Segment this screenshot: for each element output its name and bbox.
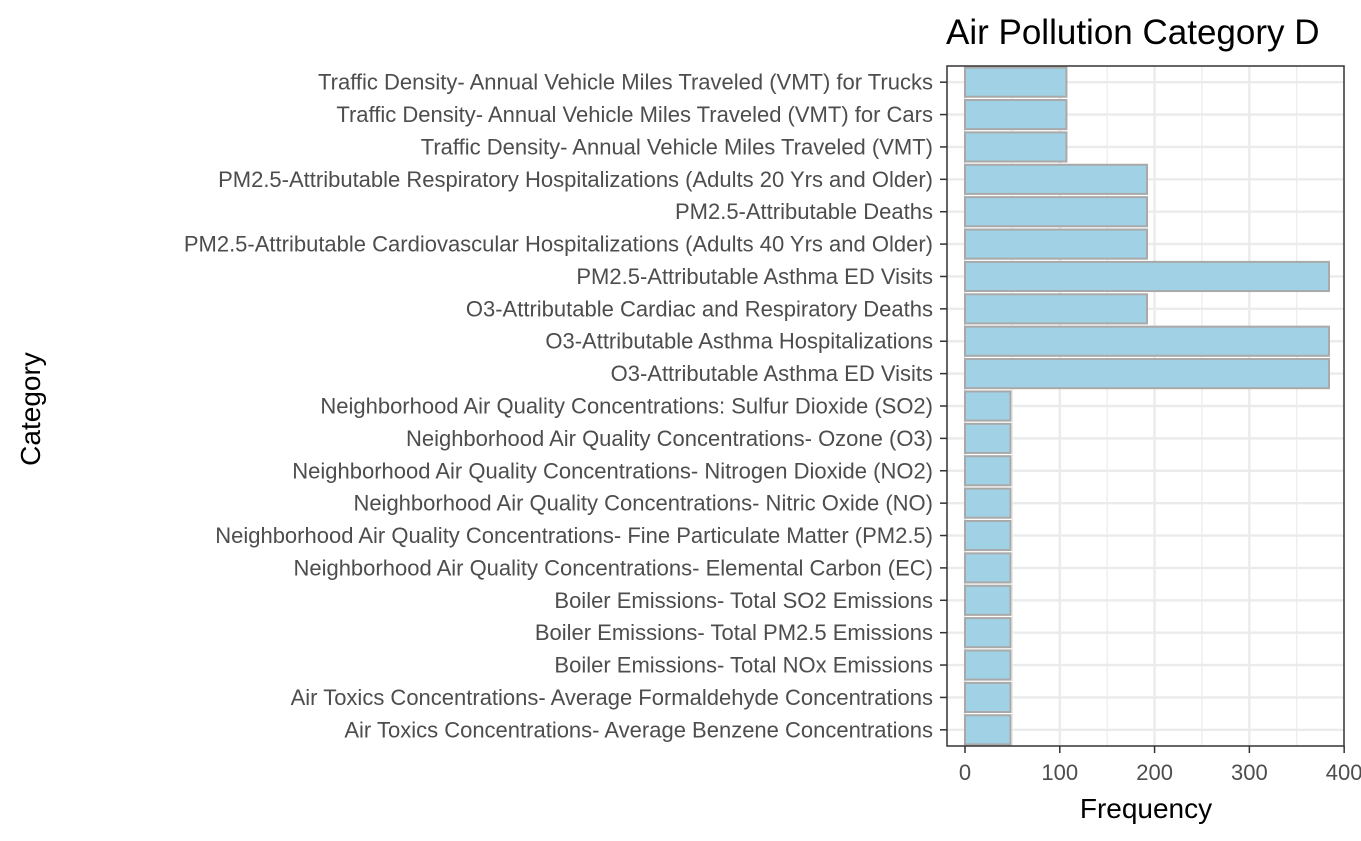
y-tick-label: Neighborhood Air Quality Concentrations:… bbox=[320, 394, 933, 419]
y-tick-label: Neighborhood Air Quality Concentrations-… bbox=[406, 426, 933, 451]
y-tick-label: PM2.5-Attributable Respiratory Hospitali… bbox=[218, 167, 933, 192]
y-tick-label: O3-Attributable Asthma ED Visits bbox=[611, 361, 933, 386]
chart-title: Air Pollution Category D bbox=[946, 13, 1320, 52]
y-tick-label: O3-Attributable Cardiac and Respiratory … bbox=[466, 296, 933, 321]
y-tick-label: Air Toxics Concentrations- Average Benze… bbox=[344, 717, 933, 742]
bar bbox=[964, 325, 1330, 357]
y-tick-label: Boiler Emissions- Total NOx Emissions bbox=[554, 653, 933, 678]
y-tick-label: Air Toxics Concentrations- Average Forma… bbox=[291, 685, 933, 710]
bar bbox=[964, 390, 1012, 422]
x-tick-label: 100 bbox=[1041, 760, 1078, 785]
bar bbox=[964, 66, 1068, 98]
y-tick-label: Neighborhood Air Quality Concentrations-… bbox=[292, 458, 933, 483]
bar bbox=[964, 228, 1148, 260]
bar bbox=[964, 99, 1068, 131]
y-tick-label: PM2.5-Attributable Cardiovascular Hospit… bbox=[184, 232, 933, 257]
x-axis: 0 100 200 300 400 bbox=[959, 746, 1361, 785]
y-tick-label: Neighborhood Air Quality Concentrations-… bbox=[293, 555, 933, 580]
bar bbox=[964, 584, 1012, 616]
x-tick-label: 400 bbox=[1326, 760, 1361, 785]
bar bbox=[964, 131, 1068, 163]
y-tick-label: Boiler Emissions- Total SO2 Emissions bbox=[554, 588, 933, 613]
x-axis-title: Frequency bbox=[1080, 793, 1212, 824]
bar bbox=[964, 163, 1148, 195]
bar bbox=[964, 519, 1012, 552]
y-axis-title: Category bbox=[15, 352, 46, 466]
bar bbox=[964, 714, 1012, 746]
bar bbox=[964, 260, 1330, 293]
y-axis: Air Toxics Concentrations- Average Benze… bbox=[184, 70, 947, 742]
bar bbox=[964, 649, 1012, 681]
bar bbox=[964, 681, 1012, 713]
x-tick-label: 300 bbox=[1231, 760, 1268, 785]
bars bbox=[964, 66, 1330, 746]
y-tick-label: Traffic Density- Annual Vehicle Miles Tr… bbox=[318, 70, 933, 95]
y-tick-label: Neighborhood Air Quality Concentrations-… bbox=[353, 491, 933, 516]
x-tick-label: 0 bbox=[959, 760, 971, 785]
bar bbox=[964, 358, 1330, 390]
bar bbox=[964, 422, 1012, 454]
y-tick-label: Traffic Density- Annual Vehicle Miles Tr… bbox=[421, 134, 933, 159]
bar bbox=[964, 196, 1148, 228]
bar bbox=[964, 552, 1012, 584]
y-tick-label: PM2.5-Attributable Deaths bbox=[675, 199, 933, 224]
x-tick-label: 200 bbox=[1136, 760, 1173, 785]
y-tick-label: PM2.5-Attributable Asthma ED Visits bbox=[576, 264, 933, 289]
bar bbox=[964, 455, 1012, 487]
bar bbox=[964, 617, 1012, 649]
bar bbox=[964, 487, 1012, 519]
y-tick-label: Neighborhood Air Quality Concentrations-… bbox=[215, 523, 933, 548]
y-tick-label: O3-Attributable Asthma Hospitalizations bbox=[545, 329, 933, 354]
bar bbox=[964, 293, 1148, 325]
y-tick-label: Traffic Density- Annual Vehicle Miles Tr… bbox=[336, 102, 933, 127]
y-tick-label: Boiler Emissions- Total PM2.5 Emissions bbox=[535, 620, 933, 645]
